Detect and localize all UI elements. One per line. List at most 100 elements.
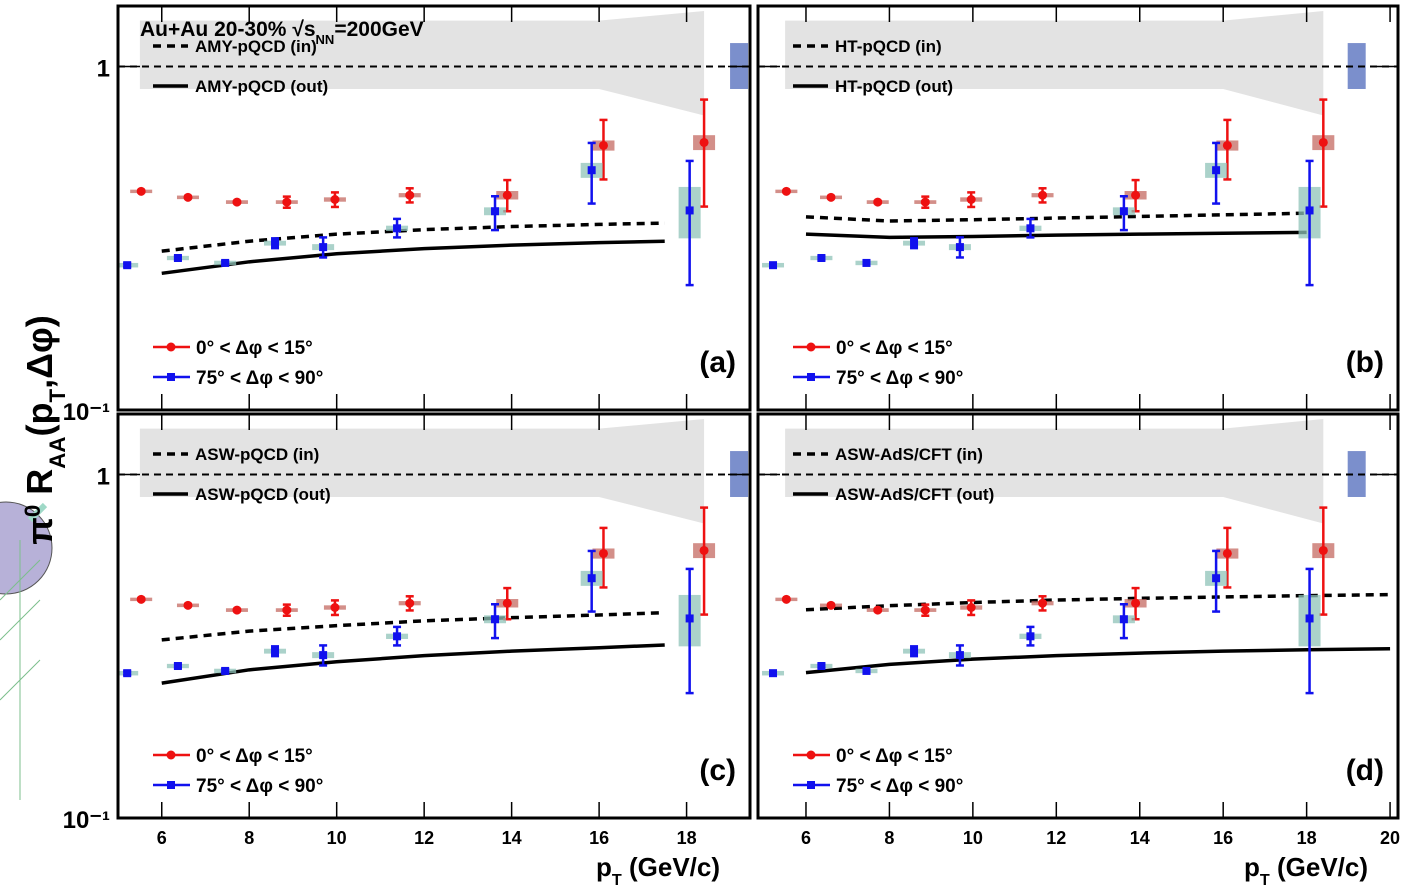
- legend-label: ASW-AdS/CFT (out): [835, 485, 994, 504]
- marker: [393, 224, 402, 233]
- error-bar: [1305, 567, 1314, 695]
- legend-label: 0° < Δφ < 15°: [196, 746, 313, 767]
- error-bar: [700, 506, 709, 616]
- label-part: (GeV/c): [1270, 852, 1368, 882]
- marker: [491, 615, 500, 624]
- legend-label: AMY-pQCD (out): [195, 77, 328, 96]
- y-tick-label: 10⁻¹: [63, 807, 110, 834]
- marker: [221, 258, 230, 267]
- marker: [271, 239, 280, 248]
- label: π0 RAA(pT,Δφ): [19, 315, 70, 544]
- marker: [393, 632, 402, 641]
- plot-area: [758, 419, 1398, 695]
- marker: [136, 594, 146, 604]
- marker: [405, 190, 415, 200]
- panel-label: (a): [699, 346, 736, 379]
- x-tick-label: 8: [244, 828, 254, 848]
- normalization-box: [1347, 451, 1366, 497]
- legend-marker: [166, 750, 176, 760]
- panel-frame: [756, 412, 1400, 820]
- label-part: R: [19, 469, 60, 505]
- marker: [826, 192, 836, 202]
- marker: [587, 166, 596, 175]
- legend-label: 75° < Δφ < 90°: [836, 368, 963, 389]
- marker: [1305, 614, 1314, 623]
- marker: [817, 254, 826, 263]
- marker: [966, 603, 976, 613]
- marker: [587, 574, 596, 583]
- legend-label: 0° < Δφ < 15°: [196, 338, 313, 359]
- uncertainty-band: [139, 11, 705, 116]
- marker: [282, 605, 292, 615]
- legend-label: 0° < Δφ < 15°: [836, 746, 953, 767]
- legend-marker: [167, 781, 175, 789]
- marker: [1222, 140, 1232, 150]
- label-part: p: [596, 852, 612, 882]
- marker: [769, 669, 778, 678]
- label-part: (GeV/c): [622, 852, 720, 882]
- marker: [685, 614, 694, 623]
- label-part: =200GeV: [334, 18, 423, 41]
- marker: [1212, 574, 1221, 583]
- x-tick-label: 14: [502, 828, 522, 848]
- marker: [491, 207, 500, 216]
- label-part: T: [612, 871, 622, 889]
- decoration: [0, 501, 53, 800]
- marker: [826, 600, 836, 610]
- marker: [1222, 548, 1232, 558]
- x-tick-label: 12: [414, 828, 434, 848]
- marker: [502, 190, 512, 200]
- marker: [920, 605, 930, 615]
- error-bar: [1319, 506, 1328, 616]
- marker: [781, 594, 791, 604]
- marker: [1318, 545, 1328, 555]
- marker: [330, 603, 340, 613]
- uncertainty-band: [139, 419, 705, 524]
- legend-marker: [807, 781, 815, 789]
- marker: [319, 651, 328, 660]
- legend-label: 0° < Δφ < 15°: [836, 338, 953, 359]
- legend-marker: [166, 342, 176, 352]
- marker: [920, 197, 930, 207]
- label-part: π: [19, 517, 60, 545]
- panel-frame: [116, 412, 752, 820]
- legend-label: ASW-pQCD (in): [195, 445, 319, 464]
- label-part: T: [1260, 871, 1270, 889]
- legend-label: ASW-pQCD (out): [195, 485, 331, 504]
- marker: [1305, 206, 1314, 215]
- marker: [699, 137, 709, 147]
- model-curve: [161, 239, 665, 276]
- marker: [271, 647, 280, 656]
- legend-marker: [807, 373, 815, 381]
- marker: [910, 647, 919, 656]
- marker: [405, 598, 415, 608]
- label-part: 0: [20, 505, 45, 517]
- uncertainty-band: [785, 11, 1324, 116]
- panel-label: (b): [1346, 346, 1384, 379]
- marker: [282, 197, 292, 207]
- panel: AMY-pQCD (in) AMY-pQCD (out) 0° < Δφ < 15°…: [63, 4, 752, 426]
- marker: [1212, 166, 1221, 175]
- model-curve: [805, 211, 1307, 223]
- marker: [173, 662, 182, 671]
- plot-area: [118, 11, 750, 287]
- marker: [136, 186, 146, 196]
- legend-label: HT-pQCD (out): [835, 77, 953, 96]
- marker: [1131, 598, 1141, 608]
- error-bar: [1305, 159, 1314, 287]
- x-tick-label: 20: [1380, 828, 1400, 848]
- marker: [123, 261, 132, 270]
- marker: [221, 666, 230, 675]
- label-part: p: [1244, 852, 1260, 882]
- plot-area: [758, 11, 1398, 287]
- marker: [1318, 137, 1328, 147]
- legend-label: 75° < Δφ < 90°: [836, 776, 963, 797]
- model-curve: [805, 230, 1307, 240]
- marker: [1026, 632, 1035, 641]
- label-part: Au+Au 20-30%: [140, 18, 292, 41]
- model-curve: [161, 643, 665, 685]
- label: pT (GeV/c): [596, 852, 720, 889]
- normalization-box: [1347, 43, 1366, 89]
- x-tick-label: 14: [1130, 828, 1150, 848]
